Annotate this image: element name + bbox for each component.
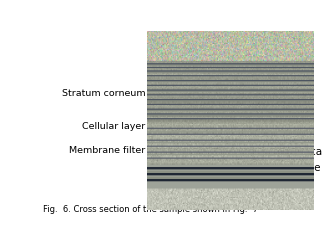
Text: Fig.  6. Cross section of the sample shown in Fig.  7: Fig. 6. Cross section of the sample show… xyxy=(43,205,258,214)
Bar xyxy=(156,75,282,160)
Text: Membrane filter: Membrane filter xyxy=(69,146,146,155)
Text: Optical microscopy: Optical microscopy xyxy=(288,147,323,157)
Text: 15 μm: 15 μm xyxy=(192,40,220,48)
Text: image: image xyxy=(288,163,321,173)
Text: Stratum corneum: Stratum corneum xyxy=(62,89,146,98)
Text: Cellular layer: Cellular layer xyxy=(82,122,146,131)
